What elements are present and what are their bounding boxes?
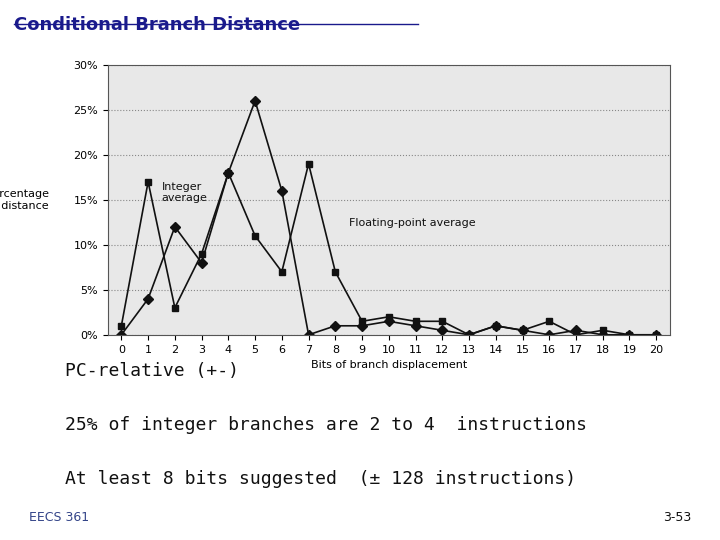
Text: EECS 361: EECS 361 xyxy=(29,511,89,524)
Text: At least 8 bits suggested  (± 128 instructions): At least 8 bits suggested (± 128 instruc… xyxy=(65,470,576,488)
X-axis label: Bits of branch displacement: Bits of branch displacement xyxy=(310,360,467,370)
Text: PC-relative (+-): PC-relative (+-) xyxy=(65,362,239,380)
Text: 25% of integer branches are 2 to 4  instructions: 25% of integer branches are 2 to 4 instr… xyxy=(65,416,587,434)
Text: Integer
average: Integer average xyxy=(161,182,207,204)
Text: Conditional Branch Distance: Conditional Branch Distance xyxy=(14,16,300,34)
Text: Floating-point average: Floating-point average xyxy=(348,218,475,228)
Text: 3-53: 3-53 xyxy=(663,511,691,524)
Y-axis label: Percentage
of distance: Percentage of distance xyxy=(0,189,50,211)
